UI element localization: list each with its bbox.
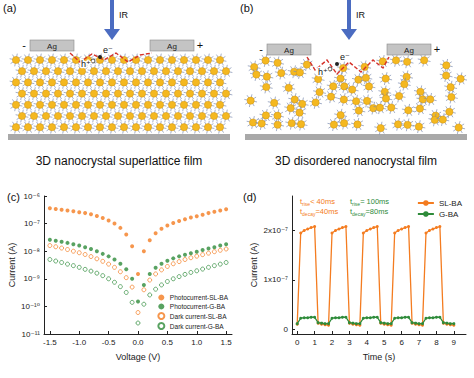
svg-text:(b): (b) bbox=[240, 2, 253, 14]
svg-text:e⁻: e⁻ bbox=[340, 52, 350, 62]
svg-text:rise: rise bbox=[302, 201, 310, 207]
svg-text:1x10⁻⁷: 1x10⁻⁷ bbox=[264, 275, 289, 284]
svg-text:-: - bbox=[22, 39, 26, 51]
svg-text:Dark current-SL-BA: Dark current-SL-BA bbox=[170, 313, 227, 320]
svg-text:=40ms: =40ms bbox=[315, 207, 338, 216]
svg-text:Photocurrent-G-BA: Photocurrent-G-BA bbox=[170, 303, 226, 310]
svg-text:6: 6 bbox=[399, 338, 404, 347]
svg-text:(c): (c) bbox=[7, 191, 20, 203]
svg-text:1.0: 1.0 bbox=[191, 338, 203, 347]
svg-text:8: 8 bbox=[434, 338, 439, 347]
svg-text:1: 1 bbox=[312, 338, 317, 347]
svg-text:=80ms: =80ms bbox=[365, 207, 388, 216]
svg-text:0.0: 0.0 bbox=[132, 338, 144, 347]
svg-text:10⁻⁹: 10⁻⁹ bbox=[23, 274, 40, 283]
svg-text:h⁺: h⁺ bbox=[318, 67, 328, 77]
svg-text:5: 5 bbox=[382, 338, 387, 347]
svg-text:-1.0: -1.0 bbox=[72, 338, 86, 347]
svg-text:(a): (a) bbox=[3, 2, 16, 14]
svg-text:(d): (d) bbox=[243, 191, 256, 203]
svg-text:IR: IR bbox=[356, 10, 366, 20]
svg-text:Ag: Ag bbox=[167, 42, 177, 51]
svg-text:h⁺: h⁺ bbox=[81, 59, 91, 69]
svg-text:G-BA: G-BA bbox=[439, 210, 459, 219]
svg-text:2x10⁻⁷: 2x10⁻⁷ bbox=[264, 226, 289, 235]
svg-text:-: - bbox=[259, 43, 263, 55]
svg-text:Voltage (V): Voltage (V) bbox=[116, 352, 161, 362]
svg-text:7: 7 bbox=[417, 338, 422, 347]
svg-text:-0.5: -0.5 bbox=[102, 338, 116, 347]
svg-text:2: 2 bbox=[330, 338, 335, 347]
svg-text:10⁻¹¹: 10⁻¹¹ bbox=[22, 330, 41, 339]
svg-text:9: 9 bbox=[452, 338, 457, 347]
svg-text:IR: IR bbox=[119, 10, 129, 20]
svg-text:rise: rise bbox=[352, 201, 360, 207]
svg-text:10⁻¹⁰: 10⁻¹⁰ bbox=[21, 302, 40, 311]
svg-text:Ag: Ag bbox=[284, 46, 294, 55]
svg-text:Time (s): Time (s) bbox=[363, 352, 396, 362]
svg-text:Current (A): Current (A) bbox=[249, 243, 259, 288]
svg-text:Ag: Ag bbox=[404, 46, 414, 55]
svg-text:0.5: 0.5 bbox=[162, 338, 174, 347]
svg-text:Current (A): Current (A) bbox=[7, 243, 17, 288]
svg-text:Ag: Ag bbox=[47, 42, 57, 51]
svg-text:= 100ms: = 100ms bbox=[360, 197, 389, 206]
svg-text:decay: decay bbox=[352, 211, 366, 217]
svg-text:3: 3 bbox=[347, 338, 352, 347]
svg-text:0: 0 bbox=[284, 325, 289, 334]
svg-text:decay: decay bbox=[302, 211, 316, 217]
svg-text:Dark current-G-BA: Dark current-G-BA bbox=[170, 323, 224, 330]
svg-text:10⁻⁸: 10⁻⁸ bbox=[24, 247, 41, 256]
svg-text:4: 4 bbox=[365, 338, 370, 347]
svg-text:+: + bbox=[434, 43, 440, 55]
svg-text:-1.5: -1.5 bbox=[43, 338, 57, 347]
svg-text:10⁻⁶: 10⁻⁶ bbox=[24, 192, 40, 201]
svg-text:3D nanocrystal superlattice fi: 3D nanocrystal superlattice film bbox=[36, 154, 203, 168]
svg-text:SL-BA: SL-BA bbox=[439, 199, 463, 208]
svg-text:Photocurrent-SL-BA: Photocurrent-SL-BA bbox=[170, 294, 229, 301]
svg-text:3D disordered nanocrystal film: 3D disordered nanocrystal film bbox=[275, 154, 437, 168]
svg-text:1.5: 1.5 bbox=[221, 338, 233, 347]
svg-text:e⁻: e⁻ bbox=[103, 45, 113, 55]
svg-text:< 40ms: < 40ms bbox=[310, 197, 335, 206]
svg-text:10⁻⁷: 10⁻⁷ bbox=[24, 219, 40, 228]
svg-text:+: + bbox=[197, 39, 203, 51]
svg-text:0: 0 bbox=[295, 338, 300, 347]
